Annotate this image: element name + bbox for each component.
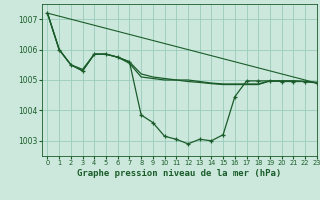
X-axis label: Graphe pression niveau de la mer (hPa): Graphe pression niveau de la mer (hPa) <box>77 169 281 178</box>
